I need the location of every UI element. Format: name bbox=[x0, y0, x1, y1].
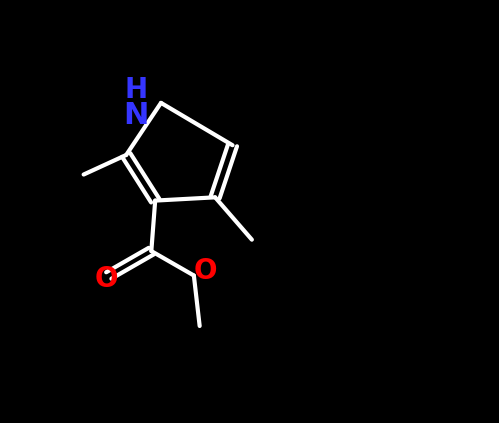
Text: O: O bbox=[95, 265, 119, 293]
Text: N: N bbox=[123, 101, 149, 130]
Text: O: O bbox=[194, 257, 217, 285]
Text: H: H bbox=[124, 77, 147, 104]
